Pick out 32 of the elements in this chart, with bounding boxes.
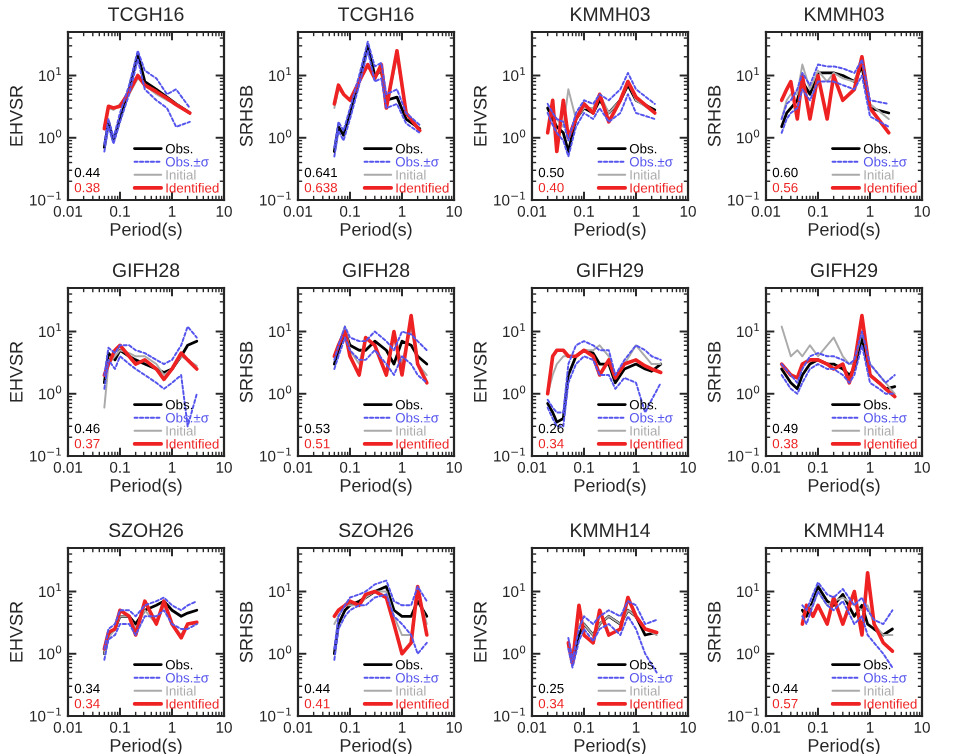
- y-axis-title: SRHSB: [239, 601, 253, 663]
- chart-title: SZOH26: [339, 523, 413, 538]
- chart-title: KMMH14: [571, 523, 650, 537]
- y-axis-title: EHVSR: [9, 601, 23, 662]
- x-axis-title: Period(s): [110, 222, 182, 240]
- y-axis-title: SRHSB: [239, 341, 253, 403]
- y-axis-title: EHVSR: [9, 341, 23, 402]
- x-axis-title: Period(s): [340, 222, 412, 240]
- chart-title: TCGH16: [108, 7, 184, 22]
- chart-title: KMMH14: [805, 523, 884, 537]
- x-axis-title: Period(s): [110, 478, 182, 496]
- y-axis-title: EHVSR: [473, 85, 487, 146]
- chart-title: GIFH28: [112, 263, 180, 278]
- x-axis-title: Period(s): [574, 478, 646, 496]
- chart-title: KMMH03: [571, 7, 650, 22]
- chart-title: GIFH29: [576, 263, 644, 278]
- y-axis-title: SRHSB: [707, 601, 721, 663]
- x-axis-title: Period(s): [808, 222, 880, 240]
- chart-title: TCGH16: [338, 7, 414, 22]
- chart-title: GIFH29: [810, 263, 878, 278]
- y-axis-title: SRHSB: [707, 341, 721, 403]
- chart-title: KMMH03: [805, 7, 884, 22]
- x-axis-title: Period(s): [574, 222, 646, 240]
- chart-title: SZOH26: [109, 523, 183, 538]
- y-axis-title: EHVSR: [473, 341, 487, 402]
- y-axis-title: EHVSR: [9, 85, 23, 146]
- y-axis-title: EHVSR: [473, 601, 487, 662]
- x-axis-title: Period(s): [340, 478, 412, 496]
- chart-title: GIFH28: [342, 263, 410, 278]
- x-axis-title: Period(s): [808, 478, 880, 496]
- y-axis-title: SRHSB: [707, 85, 721, 147]
- y-axis-title: SRHSB: [239, 85, 253, 147]
